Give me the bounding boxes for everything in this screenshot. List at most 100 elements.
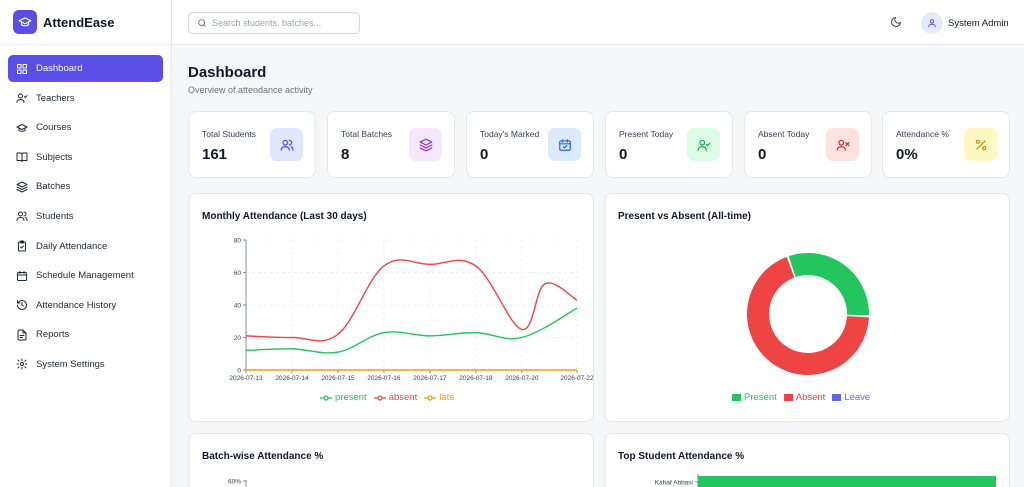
stat-card-today-s-marked: Today's Marked 0 <box>466 111 594 178</box>
legend-marker <box>320 394 332 401</box>
stat-card-attendance: Attendance % 0% <box>882 111 1010 178</box>
y-tick-label: 20 <box>234 335 242 342</box>
stat-card-total-batches: Total Batches 8 <box>327 111 455 178</box>
legend-item-late[interactable]: late <box>424 392 455 403</box>
top-header: System Admin <box>172 0 1024 45</box>
y-tick-label: 0 <box>237 368 241 375</box>
sidebar-item-dashboard[interactable]: Dashboard <box>8 55 163 82</box>
stat-value: 0 <box>619 146 628 163</box>
sidebar-item-batches[interactable]: Batches <box>8 173 163 200</box>
legend-item-present[interactable]: Present <box>732 392 777 403</box>
monthly-attendance-card: Monthly Attendance (Last 30 days) 0 20 40 6… <box>188 193 594 422</box>
sidebar-item-reports[interactable]: Reports <box>8 321 163 348</box>
stat-label: Total Batches <box>341 129 393 139</box>
sidebar-item-label: Attendance History <box>36 299 117 311</box>
page-title: Dashboard <box>188 64 267 81</box>
series-line-absent <box>245 259 578 342</box>
present-absent-card: Present vs Absent (All-time) Present Abse… <box>604 193 1010 422</box>
legend-item-present[interactable]: present <box>320 392 367 403</box>
sidebar-item-label: Dashboard <box>36 63 83 74</box>
graduation-cap-logo-icon <box>13 10 37 34</box>
legend-swatch <box>783 394 793 401</box>
sidebar-item-label: System Settings <box>36 358 105 370</box>
sidebar-item-daily-attendance[interactable]: Daily Attendance <box>8 233 163 260</box>
legend-item-absent[interactable]: absent <box>373 392 417 403</box>
dashboard-icon <box>17 63 27 74</box>
present-absent-chart <box>746 253 869 375</box>
sidebar-item-system-settings[interactable]: System Settings <box>8 351 163 378</box>
x-tick-label: 2026-07-18 <box>459 375 493 382</box>
stat-icon-badge <box>687 128 720 161</box>
sidebar-item-label: Batches <box>36 181 71 193</box>
sidebar-item-subjects[interactable]: Subjects <box>8 144 163 171</box>
sidebar-item-label: Courses <box>36 122 72 134</box>
sidebar-item-label: Subjects <box>36 151 73 163</box>
legend-marker <box>424 394 437 401</box>
sidebar-item-courses[interactable]: Courses <box>8 114 163 141</box>
bar-kahaf-abbasi <box>698 476 996 487</box>
legend-marker <box>373 394 386 401</box>
calendar-check-icon <box>558 138 571 151</box>
sidebar-item-students[interactable]: Students <box>8 203 163 230</box>
legend-label: Leave <box>844 392 871 403</box>
legend-item-absent[interactable]: Absent <box>783 392 825 403</box>
user-x-icon <box>836 139 849 151</box>
monthly-attendance-chart: 0 20 40 60 80 2026-07-13 2026-07-14 2026-07-15 2… <box>229 238 594 383</box>
pie-slice-absent <box>746 256 869 375</box>
clipboard-check-icon <box>18 240 26 252</box>
file-icon <box>17 329 27 341</box>
y-tick-label: 80 <box>234 238 242 245</box>
stat-label: Total Students <box>202 129 256 139</box>
x-tick-label: 2026-07-16 <box>367 375 401 382</box>
y-tick-label: 40 <box>234 303 242 310</box>
sidebar-item-label: Daily Attendance <box>36 240 108 252</box>
pie-slice-present <box>788 253 869 316</box>
legend-label: present <box>335 392 367 403</box>
users-icon <box>16 211 28 222</box>
history-icon <box>17 300 27 311</box>
stat-value: 0% <box>896 146 918 163</box>
legend-item-leave[interactable]: Leave <box>832 392 870 403</box>
teacher-icon <box>16 93 28 104</box>
sidebar-item-label: Students <box>36 210 74 222</box>
x-tick-label: 2026-07-20 <box>505 375 539 382</box>
x-tick-label: 2026-07-17 <box>413 375 447 382</box>
present-absent-title: Present vs Absent (All-time) <box>618 211 751 222</box>
stat-label: Present Today <box>619 129 674 139</box>
graduation-cap-icon <box>16 123 28 132</box>
legend-label: late <box>439 392 455 403</box>
theme-toggle-moon-icon[interactable] <box>890 16 902 28</box>
stat-label: Absent Today <box>758 129 810 139</box>
x-tick-label: 2026-07-13 <box>229 375 263 382</box>
stat-card-present-today: Present Today 0 <box>605 111 733 178</box>
stat-value: 0 <box>480 146 489 163</box>
y-tick-label: 60 <box>234 270 242 277</box>
user-name[interactable]: System Admin <box>948 18 1009 29</box>
batch-attendance-chart: 60% <box>228 479 247 487</box>
stat-icon-badge <box>964 128 997 161</box>
top-student-title: Top Student Attendance % <box>618 451 745 462</box>
x-tick-label: 2026-07-22 <box>560 375 594 382</box>
users-icon <box>280 139 293 151</box>
sidebar-item-attendance-history[interactable]: Attendance History <box>8 292 163 319</box>
batch-attendance-title: Batch-wise Attendance % <box>202 451 324 462</box>
user-avatar[interactable] <box>921 12 943 34</box>
brand[interactable]: AttendEase <box>0 0 171 45</box>
x-tick-label: 2026-07-14 <box>275 375 309 382</box>
stat-card-total-students: Total Students 161 <box>188 111 316 178</box>
stat-icon-badge <box>409 128 442 161</box>
search-box[interactable] <box>188 12 360 34</box>
sidebar-item-schedule-management[interactable]: Schedule Management <box>8 262 163 289</box>
monthly-attendance-legend: present absent late <box>320 392 462 403</box>
sidebar-item-teachers[interactable]: Teachers <box>8 85 163 112</box>
search-icon <box>198 19 206 27</box>
stat-icon-badge <box>826 128 859 161</box>
legend-swatch <box>732 394 741 401</box>
percent-icon <box>975 139 986 150</box>
batch-attendance-card: Batch-wise Attendance % 60% <box>188 433 594 487</box>
layers-icon <box>419 138 432 151</box>
search-input[interactable] <box>212 18 352 28</box>
calendar-icon <box>17 270 27 281</box>
page-subtitle: Overview of attendance activity <box>188 85 313 95</box>
monthly-attendance-title: Monthly Attendance (Last 30 days) <box>202 211 367 222</box>
